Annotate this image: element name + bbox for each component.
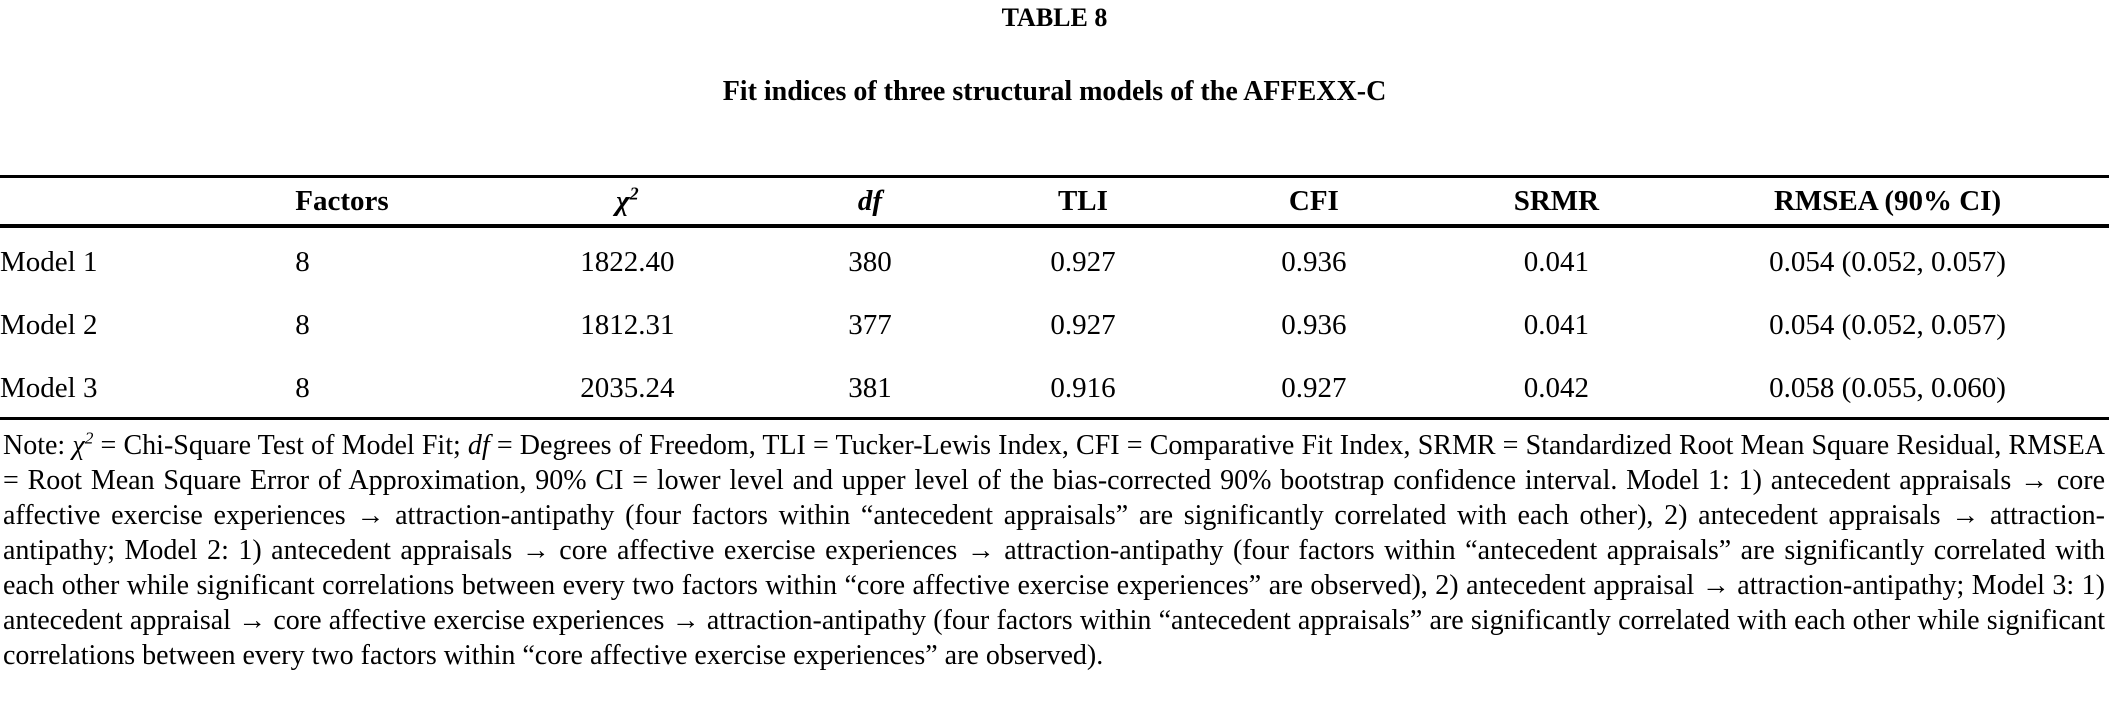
cell-srmr: 0.041 (1523, 309, 1589, 341)
note-df-symbol: df (467, 430, 490, 461)
cell-cfi: 0.936 (1281, 246, 1347, 278)
header-model (0, 177, 295, 227)
df-symbol: df (857, 185, 883, 217)
cell-tli: 0.927 (1050, 246, 1116, 278)
cell-srmr: 0.041 (1523, 246, 1589, 278)
cell-srmr: 0.042 (1523, 372, 1589, 404)
header-cfi: CFI (1288, 185, 1339, 217)
header-chi-square: χ2 (500, 177, 755, 227)
header-tli: TLI (1057, 185, 1108, 217)
cell-df: 381 (848, 372, 892, 404)
cell-rmsea: 0.058 (0.055, 0.060) (1769, 372, 2006, 404)
cell-tli: 0.916 (1050, 372, 1116, 404)
cell-model: Model 1 (0, 246, 98, 278)
note-text: Note: χ2 = Chi-Square Test of Model Fit;… (0, 428, 2109, 673)
cell-chi2: 2035.24 (580, 372, 675, 404)
table-row: Model 1 8 1822.40 380 0.927 0.936 0.041 … (0, 226, 2109, 291)
cell-rmsea: 0.054 (0.052, 0.057) (1769, 246, 2006, 278)
header-srmr: SRMR (1513, 185, 1600, 217)
cell-cfi: 0.927 (1281, 372, 1347, 404)
cell-chi2: 1812.31 (580, 309, 675, 341)
cell-cfi: 0.936 (1281, 309, 1347, 341)
cell-df: 377 (848, 309, 892, 341)
note-segment: = Chi-Square Test of Model Fit; (93, 430, 468, 461)
cell-factors: 8 (295, 309, 310, 341)
table-row: Model 3 8 2035.24 381 0.916 0.927 0.042 … (0, 354, 2109, 419)
table-number: TABLE 8 (1001, 3, 1108, 32)
table-caption: Fit indices of three structural models o… (722, 76, 1387, 107)
header-factors: Factors (295, 185, 389, 217)
cell-chi2: 1822.40 (580, 246, 675, 278)
header-df: df (755, 177, 985, 227)
chi-superscript: 2 (629, 183, 639, 204)
table-header-row: Factors χ2 df TLI CFI SRMR RMSEA (90% CI… (0, 177, 2109, 227)
cell-df: 380 (848, 246, 892, 278)
cell-model: Model 3 (0, 372, 98, 404)
note-segment: Note: (3, 430, 73, 461)
cell-factors: 8 (295, 372, 310, 404)
table-row: Model 2 8 1812.31 377 0.927 0.936 0.041 … (0, 291, 2109, 354)
header-rmsea: RMSEA (90% CI) (1773, 185, 2002, 217)
chi-symbol: χ (616, 185, 630, 217)
fit-indices-table: Factors χ2 df TLI CFI SRMR RMSEA (90% CI… (0, 175, 2109, 420)
cell-factors: 8 (295, 246, 310, 278)
note-chi-symbol: χ (72, 430, 85, 461)
cell-tli: 0.927 (1050, 309, 1116, 341)
note-chi-superscript: 2 (84, 428, 94, 448)
cell-rmsea: 0.054 (0.052, 0.057) (1769, 309, 2006, 341)
note-segment: = Degrees of Freedom, TLI = Tucker-Lewis… (3, 430, 2105, 671)
cell-model: Model 2 (0, 309, 98, 341)
